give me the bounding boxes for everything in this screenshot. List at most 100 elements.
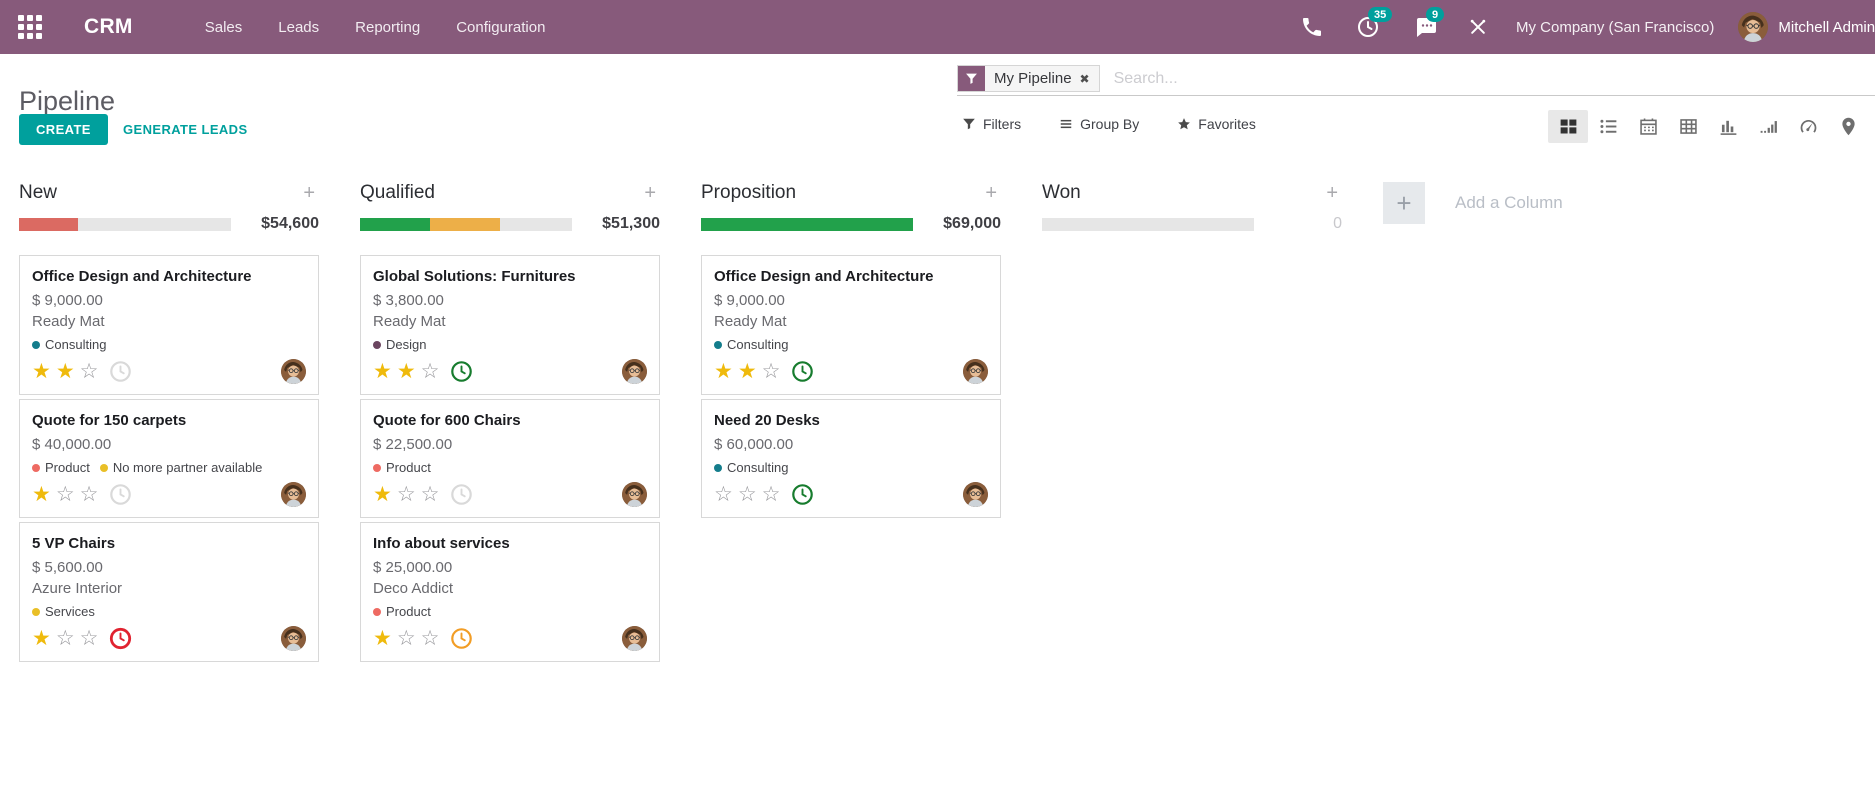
quick-add-lead-button[interactable]: + bbox=[644, 182, 656, 204]
graph-view-button[interactable] bbox=[1708, 110, 1748, 143]
activity-clock-icon[interactable] bbox=[450, 483, 473, 506]
phone-icon[interactable] bbox=[1300, 15, 1324, 39]
kanban-view-button[interactable] bbox=[1548, 110, 1588, 143]
activity-clock-icon[interactable] bbox=[450, 360, 473, 383]
activity-clock-icon[interactable] bbox=[791, 360, 814, 383]
progress-segment-red[interactable] bbox=[19, 217, 79, 231]
salesperson-avatar[interactable] bbox=[281, 626, 306, 651]
calendar-view-button[interactable] bbox=[1628, 110, 1668, 143]
star-empty-icon[interactable]: ☆ bbox=[420, 482, 440, 506]
lead-card[interactable]: Quote for 150 carpets $ 40,000.00 Product N… bbox=[19, 399, 319, 518]
activity-clock-icon[interactable] bbox=[109, 483, 132, 506]
lead-card[interactable]: Global Solutions: Furnitures $ 3,800.00 Re… bbox=[360, 255, 660, 395]
user-avatar[interactable] bbox=[1738, 12, 1769, 42]
progress-segment-green[interactable] bbox=[360, 217, 430, 231]
group-by-button[interactable]: Group By bbox=[1059, 116, 1139, 132]
app-brand[interactable]: CRM bbox=[84, 15, 133, 38]
star-empty-icon[interactable]: ☆ bbox=[420, 359, 440, 383]
generate-leads-button[interactable]: GENERATE LEADS bbox=[117, 121, 254, 138]
lead-expected-revenue: $ 9,000.00 bbox=[32, 292, 103, 309]
star-empty-icon[interactable]: ☆ bbox=[79, 359, 99, 383]
salesperson-avatar[interactable] bbox=[963, 482, 988, 507]
star-empty-icon[interactable]: ☆ bbox=[79, 482, 99, 506]
apps-grid-icon[interactable] bbox=[18, 15, 42, 39]
tools-icon[interactable] bbox=[1468, 17, 1488, 37]
column-progressbar[interactable] bbox=[360, 217, 572, 231]
facet-close-icon[interactable]: ✖ bbox=[1079, 71, 1090, 86]
filters-button[interactable]: Filters bbox=[962, 116, 1021, 132]
favorites-button[interactable]: Favorites bbox=[1177, 116, 1256, 132]
star-empty-icon[interactable]: ☆ bbox=[714, 482, 733, 506]
quick-add-lead-button[interactable]: + bbox=[1326, 182, 1338, 204]
kanban-column-new: New + $54,600 Office Design and Architectur… bbox=[19, 180, 319, 666]
lead-card[interactable]: 5 VP Chairs $ 5,600.00 Azure Interior Servi… bbox=[19, 522, 319, 662]
star-filled-icon[interactable]: ★ bbox=[373, 482, 392, 506]
lead-card[interactable]: Quote for 600 Chairs $ 22,500.00 Product ★ ☆… bbox=[360, 399, 660, 518]
activity-clock-icon[interactable] bbox=[450, 627, 473, 650]
user-name[interactable]: Mitchell Admin bbox=[1778, 18, 1875, 36]
star-filled-icon[interactable]: ★ bbox=[32, 482, 51, 506]
search-input[interactable] bbox=[1111, 68, 1875, 89]
priority-stars: ★ ☆ ☆ bbox=[32, 627, 98, 650]
star-filled-icon[interactable]: ★ bbox=[373, 359, 392, 383]
pivot-view-button[interactable] bbox=[1668, 110, 1708, 143]
add-column-button[interactable]: + bbox=[1383, 182, 1425, 224]
menu-sales[interactable]: Sales bbox=[204, 18, 243, 36]
salesperson-avatar[interactable] bbox=[622, 482, 647, 507]
lead-expected-revenue: $ 60,000.00 bbox=[714, 436, 794, 453]
menu-configuration[interactable]: Configuration bbox=[456, 18, 546, 36]
menu-leads[interactable]: Leads bbox=[278, 18, 320, 36]
star-empty-icon[interactable]: ☆ bbox=[79, 626, 99, 650]
dashboard-view-button[interactable] bbox=[1788, 110, 1828, 143]
messages-icon[interactable]: 9 bbox=[1414, 7, 1445, 39]
activity-clock-icon[interactable] bbox=[109, 360, 132, 383]
progress-segment-green[interactable] bbox=[701, 217, 913, 231]
lead-card[interactable]: Need 20 Desks $ 60,000.00 Consulting ☆ ☆ ☆ bbox=[701, 399, 1001, 518]
star-empty-icon[interactable]: ☆ bbox=[761, 482, 781, 506]
search-bar: My Pipeline ✖ bbox=[957, 62, 1875, 96]
lead-card[interactable]: Office Design and Architecture $ 9,000.00… bbox=[19, 255, 319, 395]
map-view-button[interactable] bbox=[1828, 110, 1868, 143]
list-view-button[interactable] bbox=[1588, 110, 1628, 143]
star-filled-icon[interactable]: ★ bbox=[714, 359, 733, 383]
salesperson-avatar[interactable] bbox=[281, 359, 306, 384]
star-empty-icon[interactable]: ☆ bbox=[420, 626, 440, 650]
star-filled-icon[interactable]: ★ bbox=[32, 359, 51, 383]
lead-expected-revenue: $ 40,000.00 bbox=[32, 436, 112, 453]
create-button[interactable]: CREATE bbox=[19, 114, 108, 145]
star-empty-icon[interactable]: ☆ bbox=[737, 482, 757, 506]
star-filled-icon[interactable]: ★ bbox=[373, 626, 392, 650]
star-empty-icon[interactable]: ☆ bbox=[761, 359, 781, 383]
company-switcher[interactable]: My Company (San Francisco) bbox=[1516, 18, 1715, 36]
salesperson-avatar[interactable] bbox=[622, 626, 647, 651]
star-empty-icon[interactable]: ☆ bbox=[396, 626, 416, 650]
activity-clock-icon[interactable] bbox=[791, 483, 814, 506]
quick-add-lead-button[interactable]: + bbox=[303, 182, 315, 204]
menu-reporting[interactable]: Reporting bbox=[355, 18, 421, 36]
star-filled-icon[interactable]: ★ bbox=[32, 626, 51, 650]
star-empty-icon[interactable]: ☆ bbox=[55, 482, 75, 506]
salesperson-avatar[interactable] bbox=[963, 359, 988, 384]
facet-label: My Pipeline bbox=[994, 70, 1072, 87]
star-filled-icon[interactable]: ★ bbox=[55, 359, 75, 383]
star-filled-icon[interactable]: ★ bbox=[737, 359, 757, 383]
activity-view-button[interactable] bbox=[1868, 110, 1875, 143]
column-progressbar[interactable] bbox=[1042, 217, 1254, 231]
progress-segment-orange[interactable] bbox=[429, 217, 500, 231]
activities-icon[interactable]: 35 bbox=[1356, 7, 1393, 39]
star-empty-icon[interactable]: ☆ bbox=[396, 482, 416, 506]
star-filled-icon[interactable]: ★ bbox=[396, 359, 416, 383]
star-empty-icon[interactable]: ☆ bbox=[55, 626, 75, 650]
lead-card[interactable]: Office Design and Architecture $ 9,000.00… bbox=[701, 255, 1001, 395]
kanban-board: New + $54,600 Office Design and Architectur… bbox=[0, 166, 1875, 810]
salesperson-avatar[interactable] bbox=[281, 482, 306, 507]
column-progressbar[interactable] bbox=[19, 217, 231, 231]
lead-card[interactable]: Info about services $ 25,000.00 Deco Addic… bbox=[360, 522, 660, 662]
salesperson-avatar[interactable] bbox=[622, 359, 647, 384]
cohort-view-button[interactable] bbox=[1748, 110, 1788, 143]
kanban-column-qualified: Qualified + $51,300 Global Solutions: Furni… bbox=[360, 180, 660, 666]
column-progressbar[interactable] bbox=[701, 217, 913, 231]
activity-clock-icon[interactable] bbox=[109, 627, 132, 650]
quick-add-lead-button[interactable]: + bbox=[985, 182, 997, 204]
tag-color-dot bbox=[32, 340, 40, 349]
